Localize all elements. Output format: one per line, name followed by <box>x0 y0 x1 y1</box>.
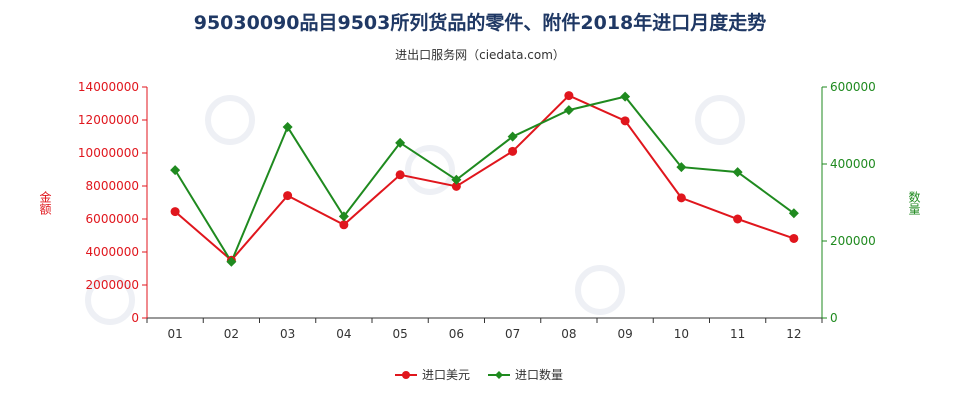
x-tick-label: 04 <box>336 327 351 341</box>
legend: 进口美元 进口数量 <box>395 367 563 382</box>
series-2-point <box>620 91 631 102</box>
series-1-point <box>283 191 293 201</box>
watermark-emblem-3 <box>695 95 745 145</box>
legend-swatch-marker-1 <box>402 371 410 379</box>
series-points <box>170 91 799 267</box>
y-left-tick-label: 4000000 <box>86 245 139 259</box>
series-2-point <box>226 256 237 267</box>
x-tick-label: 11 <box>730 327 745 341</box>
series-1-point <box>395 170 405 180</box>
series-1-point <box>451 181 461 191</box>
series-2-point <box>676 162 687 173</box>
series-1-point <box>564 91 574 101</box>
series-2-point <box>282 122 293 133</box>
series-2-point <box>338 211 349 222</box>
y-left-tick-label: 6000000 <box>86 212 139 226</box>
x-tick-label: 01 <box>167 327 182 341</box>
series-1-point <box>170 207 180 217</box>
series-line-1 <box>174 94 795 262</box>
series-1-point <box>789 233 799 243</box>
x-tick-label: 07 <box>505 327 520 341</box>
y-left-tick-label: 14000000 <box>78 80 139 94</box>
y-right-tick-label: 400000 <box>830 157 876 171</box>
y-left-tick-label: 10000000 <box>78 146 139 160</box>
y-left-tick-label: 8000000 <box>86 179 139 193</box>
y-left-tick-label: 2000000 <box>86 278 139 292</box>
legend-label-1: 进口美元 <box>422 368 470 382</box>
x-tick-label: 09 <box>617 327 632 341</box>
y-right-axis-title: 数量 <box>907 190 921 215</box>
y-left-tick-label: 0 <box>131 311 139 325</box>
series-2-point <box>507 131 518 142</box>
series-1-point <box>733 214 743 224</box>
y-left-tick-label: 12000000 <box>78 113 139 127</box>
series-1-point <box>620 116 630 126</box>
x-tick-label: 10 <box>674 327 689 341</box>
series-1-point <box>508 146 518 156</box>
watermark-layer <box>85 95 745 325</box>
x-tick-label: 02 <box>224 327 239 341</box>
series-2-point <box>395 137 406 148</box>
y-left-axis-title: 金额 <box>38 190 52 216</box>
x-tick-label: 12 <box>786 327 801 341</box>
series-2-point <box>788 208 799 219</box>
y-right-tick-label: 600000 <box>830 80 876 94</box>
x-tick-label: 05 <box>392 327 407 341</box>
series-line-2 <box>174 95 795 264</box>
series-2-point <box>170 165 181 176</box>
watermark-emblem-4 <box>205 95 255 145</box>
series-2-point <box>732 167 743 178</box>
x-tick-label: 08 <box>561 327 576 341</box>
x-tick-label: 03 <box>280 327 295 341</box>
series-2-point <box>563 105 574 116</box>
watermark-emblem-1 <box>85 275 135 325</box>
y-right-tick-label: 200000 <box>830 234 876 248</box>
legend-label-2: 进口数量 <box>515 367 563 382</box>
series-2-point <box>451 174 462 185</box>
series-1-point <box>339 220 349 230</box>
series-1-point <box>676 193 686 203</box>
y-right-tick-label: 0 <box>830 311 838 325</box>
axes: 01 02 03 04 05 06 07 08 09 10 11 120200000040000006… <box>38 80 921 341</box>
chart-title: 95030090品目9503所列货品的零件、附件2018年进口月度走势 <box>193 12 767 34</box>
x-tick-label: 06 <box>449 327 464 341</box>
watermark-emblem-5 <box>575 265 625 315</box>
legend-swatch-marker-2 <box>495 371 503 379</box>
watermark-emblem-2 <box>405 145 455 195</box>
chart-subtitle: 进出口服务网（ciedata.com） <box>395 48 565 62</box>
series-lines <box>174 94 795 264</box>
